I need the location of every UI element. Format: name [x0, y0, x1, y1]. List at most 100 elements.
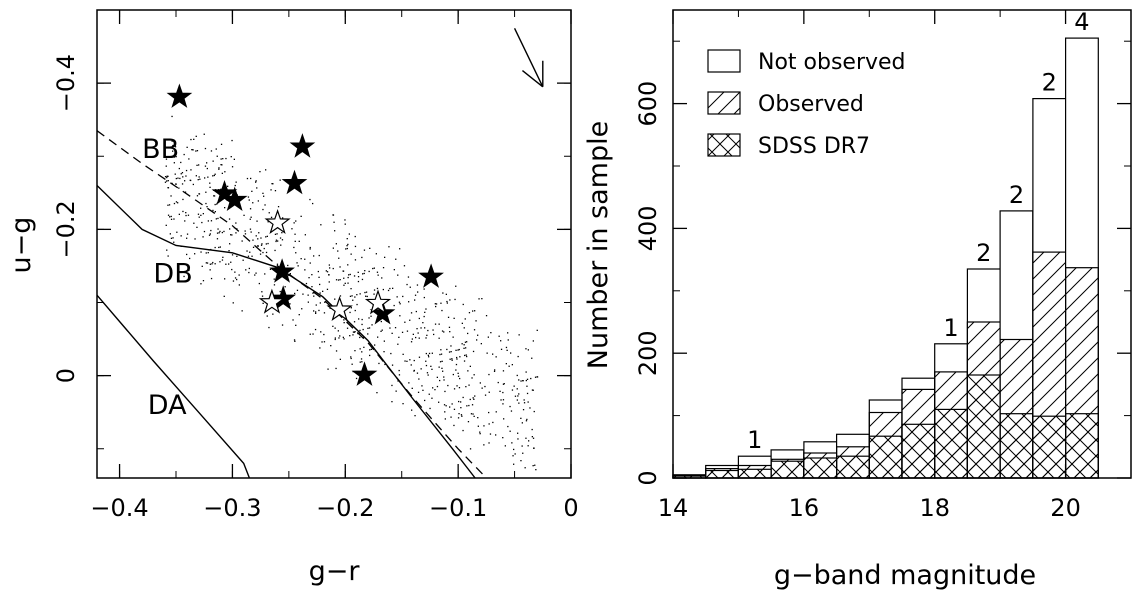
sample-dot [173, 241, 175, 243]
sample-dot [472, 350, 475, 353]
sample-dot [477, 334, 479, 336]
sample-dot [391, 364, 394, 366]
sample-dot [333, 221, 335, 223]
sample-dot [251, 190, 253, 192]
sample-dot [323, 341, 326, 343]
sample-dot [456, 358, 458, 360]
sample-dot [361, 323, 363, 326]
sample-dot [218, 232, 220, 234]
sample-dot [477, 417, 479, 419]
sample-dot [355, 377, 358, 380]
sample-dot [193, 138, 195, 140]
sample-dot [261, 243, 263, 245]
sample-dot [250, 177, 252, 180]
sample-dot [410, 312, 413, 314]
y-tick-label: −0.2 [52, 200, 80, 258]
sample-dot [397, 380, 399, 382]
sample-dot [534, 376, 537, 378]
sample-dot [195, 135, 197, 137]
sample-dot [348, 274, 350, 276]
sample-dot [523, 402, 526, 404]
sample-dot [238, 284, 240, 286]
sample-dot [260, 237, 262, 239]
sample-dot [249, 251, 251, 253]
sample-dot [414, 294, 417, 296]
sample-dot [371, 324, 373, 326]
sample-dot [395, 390, 397, 392]
sample-dot [298, 240, 300, 242]
sample-dot [174, 173, 176, 175]
sample-dot [463, 327, 465, 329]
sample-dot [210, 220, 213, 222]
sample-dot [180, 235, 182, 237]
filled-star-marker [221, 186, 248, 212]
sample-dot [489, 433, 492, 435]
sample-dot [367, 333, 369, 335]
sample-dot [359, 348, 361, 350]
sample-dot [329, 267, 331, 269]
sample-dot [382, 288, 384, 291]
sample-dot [425, 337, 427, 339]
sample-dot [170, 215, 172, 218]
sample-dot [328, 281, 330, 283]
sample-dot [255, 180, 257, 182]
sample-dot [448, 351, 451, 353]
sample-dot [207, 176, 209, 178]
sample-dot [363, 346, 365, 348]
blackbody-curve [96, 130, 487, 479]
sample-dot [171, 115, 173, 118]
sample-dot [309, 262, 311, 264]
sample-dot [319, 283, 321, 286]
sample-dot [311, 274, 313, 276]
sample-dot [408, 382, 410, 384]
sample-dot [294, 240, 296, 242]
sample-dot [516, 374, 518, 377]
sample-dot [209, 186, 211, 188]
sample-dot [458, 400, 460, 403]
sample-dot [323, 312, 326, 314]
sample-dot [277, 206, 280, 208]
sample-dot [176, 231, 178, 233]
sample-dot [444, 390, 446, 393]
sample-dot [373, 289, 376, 291]
sample-dot [354, 309, 356, 312]
y-tick-label: 0 [634, 470, 662, 485]
sample-dot [261, 291, 263, 293]
sample-dot [343, 284, 345, 286]
sample-dot [440, 349, 442, 351]
sample-dot [220, 158, 222, 160]
sample-dot [216, 238, 219, 240]
legend-label: Not observed [758, 50, 906, 75]
sample-dot [532, 340, 534, 342]
sample-dot [315, 304, 317, 306]
sample-dot [520, 417, 522, 419]
sample-dot [350, 357, 352, 360]
sample-dot [349, 335, 351, 337]
sample-dot [268, 326, 270, 329]
sample-dot [294, 340, 296, 342]
sample-dot [398, 336, 400, 338]
sample-dot [309, 198, 311, 201]
sample-dot [427, 329, 429, 332]
sample-dot [279, 290, 281, 293]
sample-dot [461, 343, 463, 345]
legend-swatch [707, 49, 741, 73]
sample-dot [495, 356, 497, 358]
sample-dot [410, 341, 413, 343]
sample-dot [457, 417, 460, 419]
sample-dot [216, 203, 218, 205]
sample-dot [353, 275, 356, 277]
sample-dot [350, 307, 352, 309]
sample-dot [296, 262, 298, 264]
sample-dot [520, 380, 522, 382]
sample-dot [438, 323, 440, 325]
sample-dot [337, 330, 339, 332]
sample-dot [449, 299, 451, 301]
sample-dot [404, 321, 406, 323]
sample-dot [399, 315, 401, 317]
sample-dot [502, 383, 505, 385]
sample-dot [200, 251, 202, 253]
sample-dot [518, 402, 520, 404]
sample-dot [173, 162, 175, 164]
sample-dot [389, 287, 391, 290]
